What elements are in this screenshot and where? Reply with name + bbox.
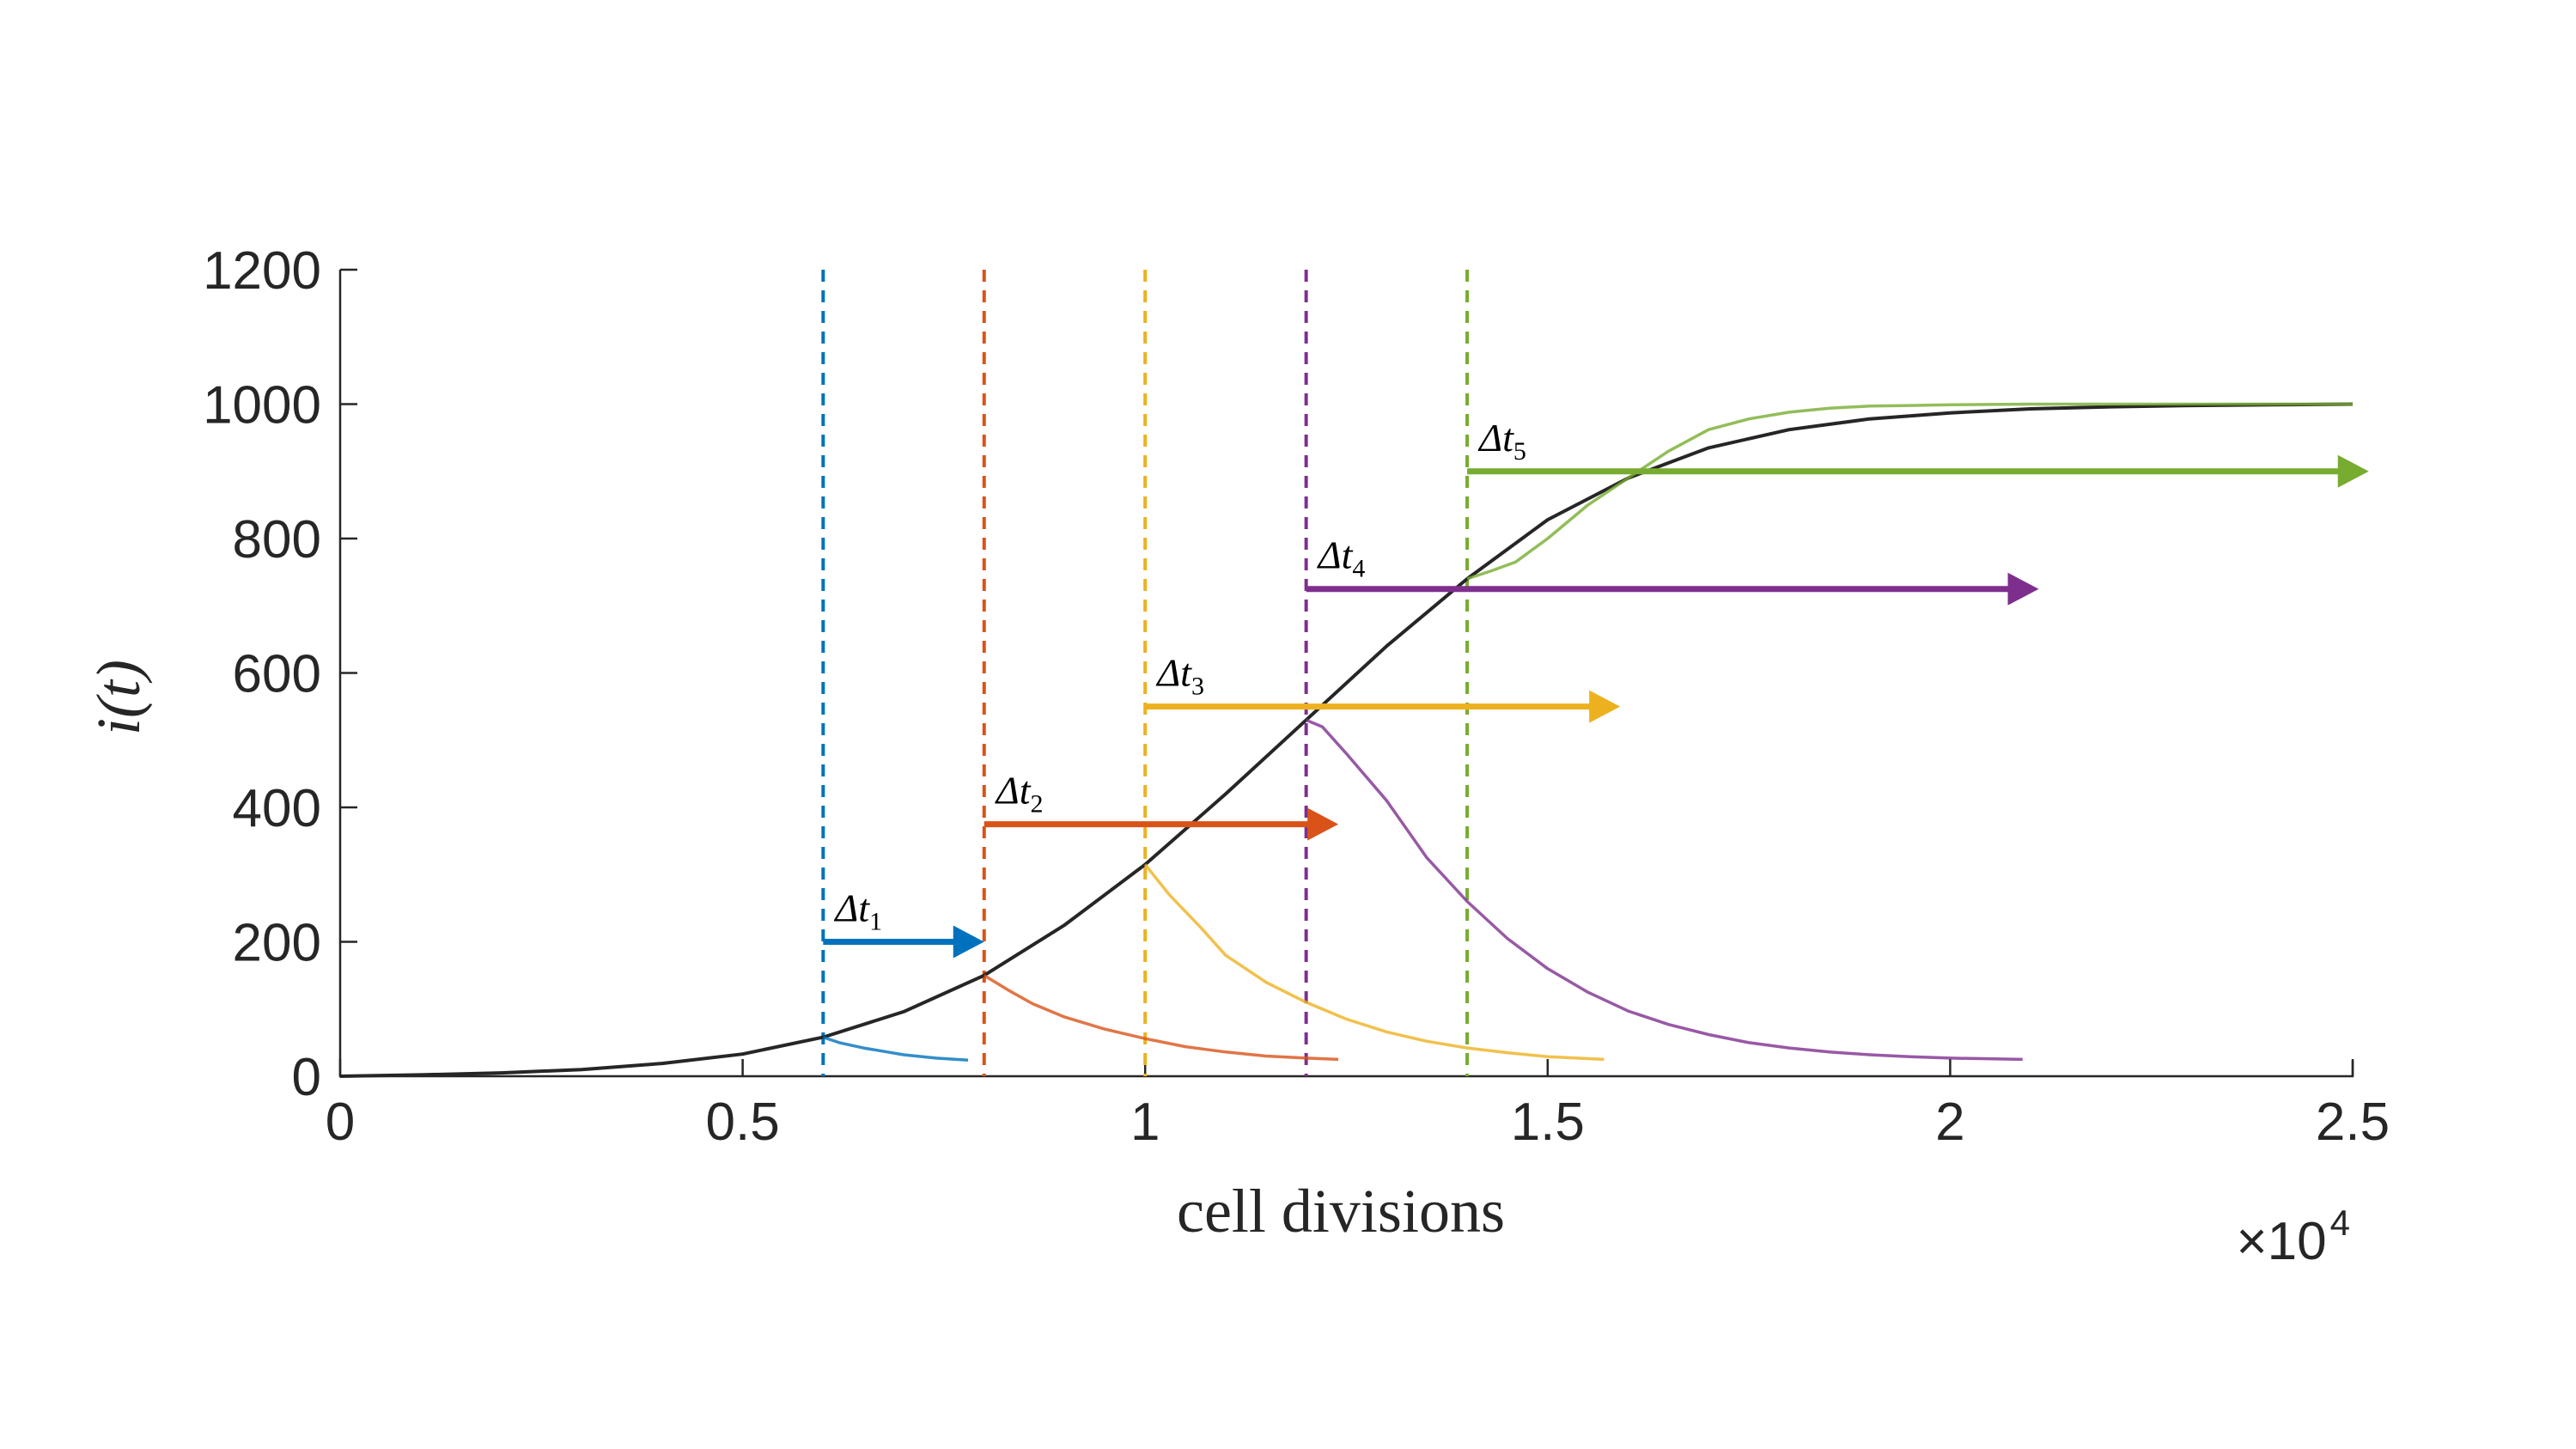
- delta-symbol: Δt: [995, 769, 1032, 813]
- series-line: [1143, 863, 1605, 1062]
- delta-arrow-head: [2337, 454, 2369, 488]
- x-tick-label: 2.5: [2316, 1093, 2390, 1152]
- y-tick-label: 0: [292, 1048, 321, 1107]
- delta-arrow-head: [1589, 690, 1621, 723]
- y-tick-label: 800: [233, 510, 321, 569]
- series-line: [1466, 402, 2353, 581]
- series-lines: [339, 402, 2354, 1078]
- delta-label: Δt3: [1155, 651, 1204, 701]
- x-exponent-label: ×10 4: [2236, 1202, 2350, 1271]
- axes: 0 200 400 600 800 1000 1200 0 0.5 1 1.5 2 2.5: [203, 241, 2390, 1152]
- series-line: [1305, 718, 2023, 1062]
- x-tick-label: 1.5: [1511, 1093, 1585, 1152]
- y-tick-label: 1000: [203, 376, 321, 435]
- delta-symbol: Δt: [1317, 533, 1354, 577]
- axis-frame: [338, 270, 2354, 1078]
- delta-label: Δt2: [995, 769, 1044, 819]
- delta-subscript: 4: [1352, 555, 1365, 583]
- x-tick-label: 0: [326, 1093, 355, 1152]
- delta-subscript: 3: [1191, 673, 1204, 701]
- main-curve: [339, 402, 2354, 1078]
- delta-arrow-head: [2007, 572, 2039, 606]
- delta-arrow-head: [1307, 807, 1339, 841]
- y-tick-label: 400: [233, 779, 321, 838]
- delta-symbol: Δt: [1477, 416, 1514, 460]
- y-tick-label: 600: [233, 645, 321, 704]
- labels: cell divisions i(t) ×10 4: [84, 660, 2350, 1271]
- delta-label: Δt5: [1477, 416, 1526, 466]
- y-tick-label: 1200: [203, 241, 321, 301]
- x-tick-label: 1: [1130, 1093, 1160, 1152]
- delta-label: Δt4: [1317, 533, 1366, 583]
- y-axis-label: i(t): [84, 660, 153, 735]
- x-exponent-base: ×10: [2236, 1212, 2326, 1271]
- delta-arrow-head: [953, 925, 984, 959]
- x-tick-label: 0.5: [705, 1093, 779, 1152]
- series-line: [822, 1035, 969, 1062]
- delta-symbol: Δt: [833, 886, 870, 930]
- y-tick-label: 200: [233, 914, 321, 973]
- x-tick-label: 2: [1935, 1093, 1964, 1152]
- delta-subscript: 5: [1513, 437, 1526, 466]
- delta-subscript: 2: [1031, 790, 1044, 819]
- x-exponent-power: 4: [2330, 1202, 2350, 1243]
- delta-subscript: 1: [869, 908, 882, 936]
- series-line: [983, 974, 1339, 1062]
- delta-symbol: Δt: [1155, 651, 1192, 695]
- event-lines: [821, 270, 1470, 1076]
- delta-label: Δt1: [833, 886, 882, 936]
- x-axis-label: cell divisions: [1177, 1177, 1505, 1245]
